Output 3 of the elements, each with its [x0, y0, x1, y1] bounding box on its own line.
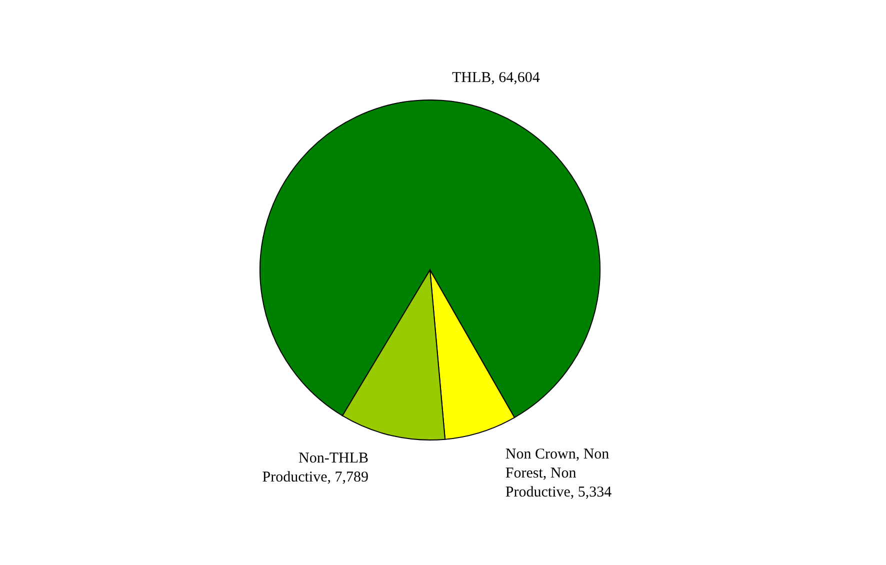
slice-label: Non Crown, Non Forest, Non Productive, 5,334 [505, 446, 612, 501]
slice-label: THLB, 64,604 [452, 70, 540, 86]
slice-label: Non-THLB Productive, 7,789 [262, 450, 369, 486]
